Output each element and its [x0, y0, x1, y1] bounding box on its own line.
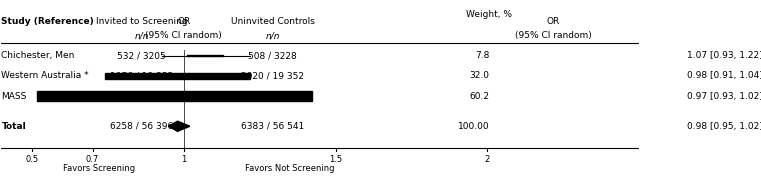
Text: 100.00: 100.00 [458, 122, 489, 131]
Text: 0.5: 0.5 [25, 155, 38, 164]
Text: 2: 2 [485, 155, 490, 164]
Text: 6383 / 56 541: 6383 / 56 541 [241, 122, 304, 131]
Text: (95% CI random): (95% CI random) [145, 31, 222, 40]
FancyBboxPatch shape [187, 55, 223, 56]
Text: 60.2: 60.2 [470, 91, 489, 100]
Text: 0.7: 0.7 [86, 155, 99, 164]
Text: 7.8: 7.8 [475, 51, 489, 60]
Text: n/n: n/n [135, 31, 149, 40]
Text: n/n: n/n [266, 31, 280, 40]
Text: Chichester, Men: Chichester, Men [2, 51, 75, 60]
Text: MASS: MASS [2, 91, 27, 100]
Text: (95% CI random): (95% CI random) [515, 31, 591, 40]
Text: 1: 1 [181, 155, 186, 164]
Text: 0.98 [0.95, 1.02]: 0.98 [0.95, 1.02] [687, 122, 761, 131]
Text: Total: Total [2, 122, 26, 131]
Text: Invited to Screening: Invited to Screening [96, 17, 187, 26]
Text: Study (Reference): Study (Reference) [2, 17, 94, 26]
Text: Western Australia *: Western Australia * [2, 71, 89, 80]
Text: Favors Not Screening: Favors Not Screening [245, 164, 335, 174]
Text: 6258 / 56 396: 6258 / 56 396 [110, 122, 174, 131]
Text: 508 / 3228: 508 / 3228 [248, 51, 297, 60]
Text: 1976 / 19 352: 1976 / 19 352 [110, 71, 174, 80]
FancyBboxPatch shape [105, 73, 250, 79]
Text: 0.98 [0.91, 1.04]: 0.98 [0.91, 1.04] [687, 71, 761, 80]
Text: 1.07 [0.93, 1.22]: 1.07 [0.93, 1.22] [687, 51, 761, 60]
Text: OR: OR [546, 17, 560, 26]
Text: 532 / 3205: 532 / 3205 [117, 51, 166, 60]
Text: 32.0: 32.0 [470, 71, 489, 80]
Text: 3855 / 33 961: 3855 / 33 961 [240, 91, 304, 100]
Text: 0.97 [0.93, 1.02]: 0.97 [0.93, 1.02] [687, 91, 761, 100]
Text: Favors Screening: Favors Screening [62, 164, 135, 174]
Text: Weight, %: Weight, % [466, 10, 512, 19]
FancyBboxPatch shape [37, 91, 312, 101]
Text: 3750 / 33 839: 3750 / 33 839 [110, 91, 174, 100]
Text: Uninvited Controls: Uninvited Controls [231, 17, 314, 26]
Text: 1.5: 1.5 [329, 155, 342, 164]
Text: OR: OR [177, 17, 190, 26]
Text: 2020 / 19 352: 2020 / 19 352 [241, 71, 304, 80]
Polygon shape [168, 121, 189, 131]
